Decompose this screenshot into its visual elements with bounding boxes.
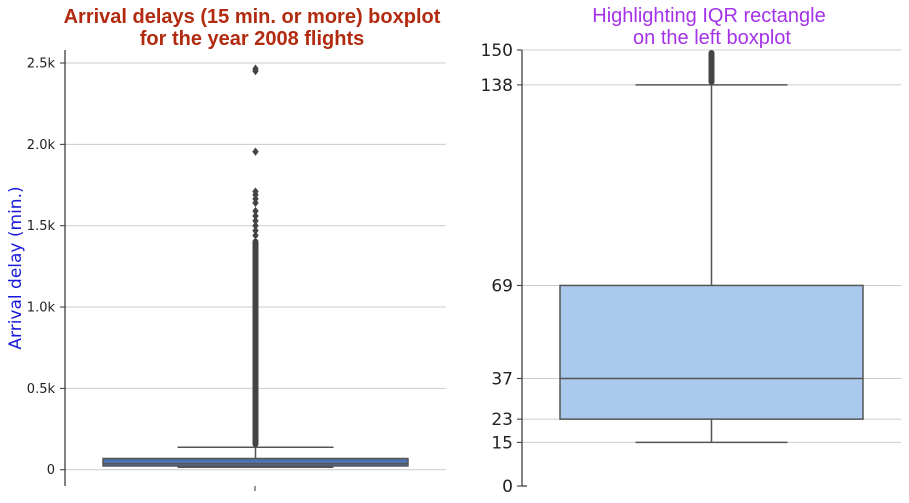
y-tick-label: 2.0k <box>27 138 56 153</box>
outlier-point <box>252 221 259 230</box>
left-chart-title-line-1: Arrival delays (15 min. or more) boxplot <box>64 6 441 28</box>
y-tick-label: 138 <box>481 76 513 96</box>
y-tick-label: 1.5k <box>27 219 56 234</box>
outlier-point <box>252 187 259 196</box>
outlier-band <box>708 50 715 85</box>
left-chart-marks <box>102 64 409 469</box>
outlier-band <box>252 238 259 447</box>
left-chart-y-axis-label: Arrival delay (min.) <box>6 186 26 349</box>
y-tick-label: 0 <box>502 477 513 497</box>
y-tick-label: 69 <box>491 276 513 296</box>
right-boxplot-chart: Highlighting IQR rectangle on the left b… <box>481 5 901 497</box>
y-tick-label: 0 <box>47 463 55 478</box>
y-tick-label: 2.5k <box>27 57 56 72</box>
outlier-point <box>252 216 259 225</box>
iqr-box <box>559 284 864 420</box>
y-tick-label: 1.0k <box>27 301 56 316</box>
y-tick-label: 150 <box>481 41 513 61</box>
outlier-point <box>252 206 259 216</box>
left-boxplot-chart: Arrival delays (15 min. or more) boxplot… <box>6 6 446 491</box>
y-tick-label: 0.5k <box>27 382 56 397</box>
right-chart-title-line-1: Highlighting IQR rectangle <box>592 5 825 27</box>
right-chart-y-ticks: 0 15 23 37 69 138 150 <box>481 41 522 497</box>
outlier-point <box>252 147 259 156</box>
outlier-point <box>252 226 259 235</box>
iqr-box <box>102 457 409 467</box>
y-tick-label: 23 <box>491 410 513 430</box>
right-chart-marks <box>559 50 864 444</box>
outlier-point <box>252 231 259 240</box>
y-tick-label: 37 <box>491 369 513 389</box>
right-chart-title-line-2: on the left boxplot <box>633 27 791 49</box>
outlier-point <box>252 211 259 221</box>
y-tick-label: 15 <box>491 433 513 453</box>
left-chart-y-ticks: 0 0.5k 1.0k 1.5k 2.0k 2.5k <box>27 57 65 478</box>
outlier-point <box>252 64 259 73</box>
left-chart-title-line-2: for the year 2008 flights <box>140 28 365 50</box>
